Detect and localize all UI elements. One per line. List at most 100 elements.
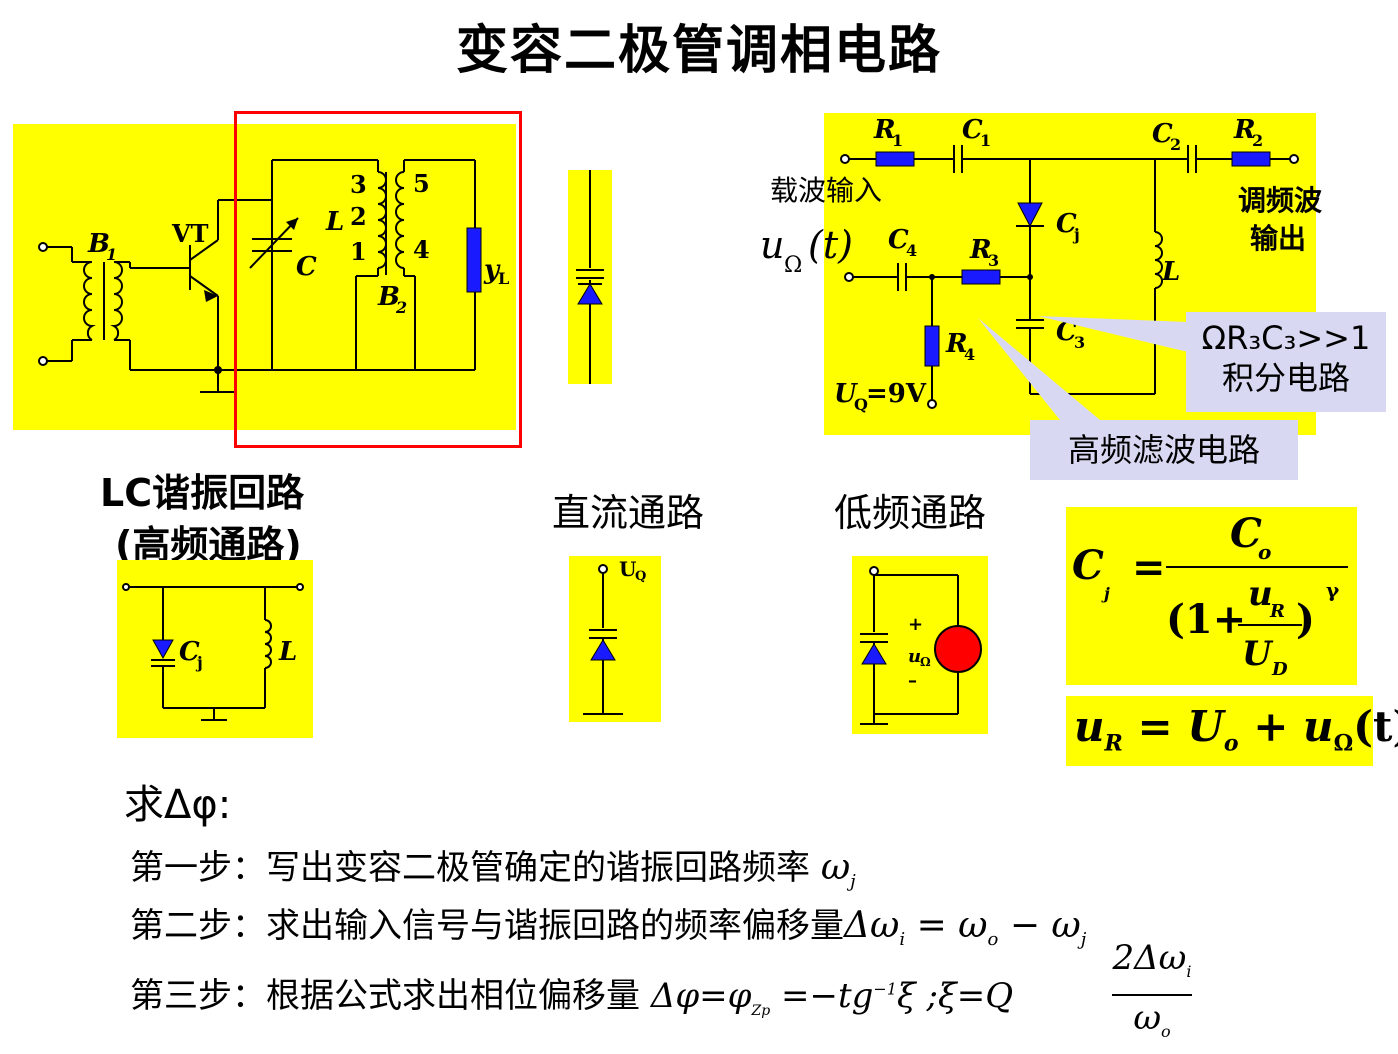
tap-3: 3 <box>350 170 367 199</box>
ur-t: (t) <box>1353 702 1398 751</box>
tap-5: 5 <box>413 169 430 198</box>
r3-label: R <box>969 235 992 265</box>
b2-sub: 2 <box>395 298 407 317</box>
ur-formula-box <box>1066 696 1373 766</box>
cj-den-close: ) <box>1296 596 1315 643</box>
step-2-sub-j: j <box>1080 928 1087 950</box>
lc-cj-sub: j <box>195 653 203 672</box>
right-circuit-diagram: R 1 C 1 C 2 R 2 C 4 R 3 C j L C 3 R 4 U … <box>760 115 1323 420</box>
step-2-text: 第二步：求出输入信号与谐振回路的频率偏移量 <box>130 906 844 946</box>
step-1-sub: j <box>850 870 856 892</box>
tap-1: 1 <box>350 237 367 266</box>
c1-label: C <box>962 115 983 145</box>
cj-num: C <box>1230 510 1262 557</box>
ur-u-sub: R <box>1104 730 1123 757</box>
lc-caption-2: (高频通路) <box>115 523 302 567</box>
l-label: L <box>325 207 344 237</box>
ur-o-sub: o <box>1223 730 1239 757</box>
step-2: 第二步：求出输入信号与谐振回路的频率偏移量Δωi = ωo − ωj <box>130 898 1086 950</box>
step-1: 第一步：写出变容二极管确定的谐振回路频率 ωj <box>130 840 856 892</box>
c3-sub: 3 <box>1074 333 1085 352</box>
ur-plus: + u <box>1238 702 1334 751</box>
integrator-callout: ΩR₃C₃>>1 积分电路 <box>1186 312 1386 412</box>
lc-loop-diagram: C j L <box>122 583 304 721</box>
lf-u-label: u <box>908 646 921 667</box>
r3-sub: 3 <box>988 251 999 270</box>
c-label: C <box>296 252 317 282</box>
cj-gamma: γ <box>1326 578 1340 602</box>
b1-label: B <box>87 229 110 259</box>
dc-path-diagram: U Q <box>583 557 646 715</box>
carrier-input-label: 载波输入 <box>770 174 882 207</box>
tap-2: 2 <box>350 202 367 231</box>
uq-label: U <box>834 379 858 409</box>
fm-output-label-1: 调频波 <box>1238 184 1323 217</box>
left-circuit-background <box>13 124 516 430</box>
r1-sub: 1 <box>892 131 903 150</box>
r4-sub: 4 <box>964 345 975 364</box>
lc-cj-label: C <box>179 637 200 667</box>
u-omega-sub: Ω <box>784 253 802 278</box>
hf-filter-label: 高频滤波电路 <box>1067 431 1260 469</box>
cj-lhs: C <box>1072 542 1104 589</box>
c1-sub: 1 <box>980 131 991 150</box>
c4-label: C <box>888 225 909 255</box>
cj-eq: = <box>1132 544 1166 591</box>
ur-omega-sub: Ω <box>1333 730 1354 757</box>
u-omega-label: u <box>760 223 784 267</box>
ur-formula: uR = Uo + uΩ(t) <box>1074 702 1398 756</box>
ask-delta-phi: 求Δφ: <box>124 782 232 828</box>
step-3-text: 第三步：根据公式求出相位偏移量 <box>130 976 640 1016</box>
cj-den-open: (1+ <box>1166 596 1246 643</box>
lf-minus: – <box>908 670 917 691</box>
step-3-den-sub: o <box>1161 1021 1171 1041</box>
cj-den-U-sub: D <box>1271 659 1288 680</box>
cj-num-sub: o <box>1258 540 1271 564</box>
diode-strip-diagram <box>576 170 604 384</box>
step-2-math-1: Δω <box>844 905 900 946</box>
step-3-math-1: Δφ=φ <box>650 976 752 1016</box>
vt-label: VT <box>171 219 209 248</box>
ur-u: u <box>1074 702 1105 751</box>
cj-lhs-sub: j <box>1101 584 1110 603</box>
ur-rest: = U <box>1122 702 1224 751</box>
step-2-sub-o: o <box>987 928 999 950</box>
yl-sub: L <box>498 269 509 288</box>
cj-formula-box <box>1066 507 1357 685</box>
integrator-label: 积分电路 <box>1221 359 1350 397</box>
r2-sub: 2 <box>1252 131 1263 150</box>
hf-filter-callout: 高频滤波电路 <box>1030 420 1298 480</box>
b2-label: B <box>377 282 400 312</box>
step-2-math-2: = ω <box>905 905 988 946</box>
c4-sub: 4 <box>906 241 917 260</box>
step-3-den: ω <box>1133 997 1162 1038</box>
cj-den-u-sub: R <box>1269 601 1285 622</box>
b1-sub: 1 <box>106 245 117 264</box>
l-right-label: L <box>1161 257 1180 287</box>
cj-formula: C j = C o (1+ u R U D ) γ <box>1072 510 1348 680</box>
lf-plus: + <box>908 614 923 635</box>
step-2-math-3: − ω <box>998 905 1081 946</box>
lf-u-sub: Ω <box>920 655 931 669</box>
step-3-math-3: ξ ;ξ=Q <box>896 976 1014 1016</box>
cj-sub: j <box>1072 225 1080 244</box>
lf-caption: 低频通路 <box>834 491 987 535</box>
r1-label: R <box>873 115 896 145</box>
uq-value: =9V <box>866 379 927 409</box>
lf-path-diagram: + u Ω – <box>860 566 982 725</box>
tap-4: 4 <box>413 235 430 264</box>
step-2-sub-i: i <box>899 928 906 950</box>
c3-label: C <box>1056 317 1077 347</box>
integrator-condition: ΩR₃C₃>>1 <box>1201 319 1371 357</box>
step-3: 第三步：根据公式求出相位偏移量 Δφ=φZp =−tg−1ξ ;ξ=Q <box>130 968 1013 1019</box>
step-3-sub-zp: Zp <box>751 1002 771 1019</box>
step-1-text: 第一步：写出变容二极管确定的谐振回路频率 <box>130 848 810 888</box>
step-3-fraction: 2Δωi ωo <box>1112 936 1192 1054</box>
cj-den-u: u <box>1248 574 1273 614</box>
step-1-omega: ω <box>820 847 851 888</box>
cj-label: C <box>1056 209 1077 239</box>
step-3-num-sub: i <box>1186 961 1192 981</box>
c2-sub: 2 <box>1170 135 1181 154</box>
step-3-num: 2Δω <box>1112 938 1187 978</box>
uq-sub: Q <box>854 395 868 414</box>
